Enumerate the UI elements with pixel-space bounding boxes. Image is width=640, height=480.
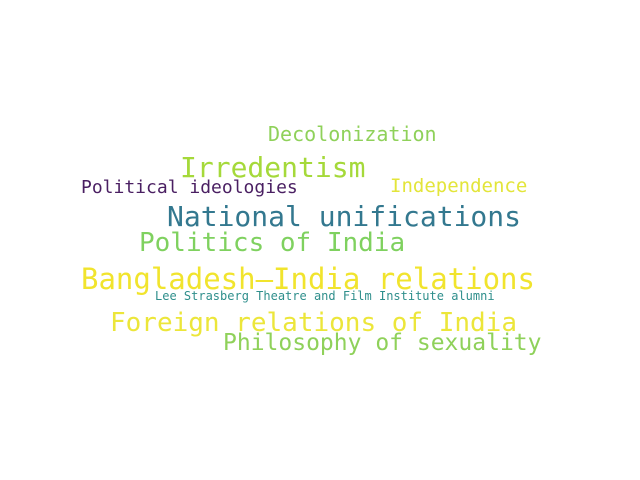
word-foreign-relations-of-india: Foreign relations of India xyxy=(110,308,517,338)
word-philosophy-of-sexuality: Philosophy of sexuality xyxy=(223,330,542,356)
word-decolonization: Decolonization xyxy=(268,122,437,146)
word-bangladesh-india-relations: Bangladesh–India relations xyxy=(81,262,535,296)
word-national-unifications: National unifications xyxy=(167,200,522,233)
word-politics-of-india: Politics of India xyxy=(139,228,406,258)
word-political-ideologies: Political ideologies xyxy=(81,177,298,198)
word-independence: Independence xyxy=(390,175,528,197)
word-lee-strasberg-alumni: Lee Strasberg Theatre and Film Institute… xyxy=(155,289,495,303)
word-irredentism: Irredentism xyxy=(180,151,366,184)
